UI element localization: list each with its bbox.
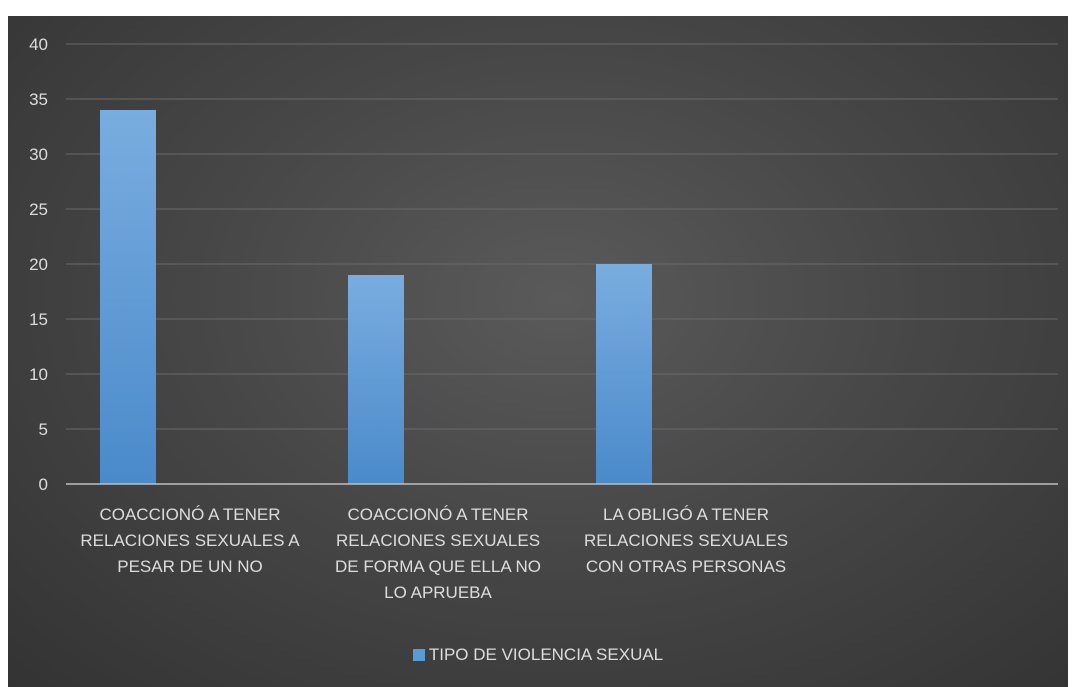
y-tick-label: 10 — [29, 365, 48, 384]
legend-label: TIPO DE VIOLENCIA SEXUAL — [428, 645, 664, 664]
y-tick-label: 25 — [29, 200, 48, 219]
y-tick-label: 0 — [39, 475, 48, 494]
y-tick-label: 35 — [29, 90, 48, 109]
chart-frame: 0 5 10 15 20 25 30 35 40 COACCIONÓ A TENER RELACI… — [8, 16, 1068, 687]
bar — [596, 264, 652, 484]
gridlines — [66, 43, 1058, 430]
x-category-label: LA OBLIGÓ A TENER — [603, 505, 769, 524]
y-tick-label: 5 — [39, 420, 48, 439]
x-category-label: RELACIONES SEXUALES A — [80, 531, 300, 550]
bar — [100, 110, 156, 484]
x-category-label: DE FORMA QUE ELLA NO — [335, 557, 541, 576]
x-category-label: CON OTRAS PERSONAS — [586, 557, 786, 576]
y-tick-label: 15 — [29, 310, 48, 329]
y-tick-label: 30 — [29, 145, 48, 164]
x-category-label: COACCIONÓ A TENER — [99, 505, 280, 524]
x-category-label: PESAR DE UN NO — [117, 557, 262, 576]
y-tick-label: 40 — [29, 35, 48, 54]
x-category-label: LO APRUEBA — [384, 583, 492, 602]
x-category-label: RELACIONES SEXUALES — [336, 531, 540, 550]
category-labels: COACCIONÓ A TENER RELACIONES SEXUALES A PE… — [80, 505, 788, 602]
y-axis-tick-labels: 0 5 10 15 20 25 30 35 40 — [29, 35, 48, 494]
bars — [100, 110, 652, 484]
x-category-label: COACCIONÓ A TENER — [347, 505, 528, 524]
legend: TIPO DE VIOLENCIA SEXUAL — [8, 645, 1068, 665]
legend-swatch — [412, 649, 425, 661]
x-category-label: RELACIONES SEXUALES — [584, 531, 788, 550]
bar — [348, 275, 404, 484]
bar-chart: 0 5 10 15 20 25 30 35 40 COACCIONÓ A TENER RELACI… — [29, 35, 1058, 602]
y-tick-label: 20 — [29, 255, 48, 274]
